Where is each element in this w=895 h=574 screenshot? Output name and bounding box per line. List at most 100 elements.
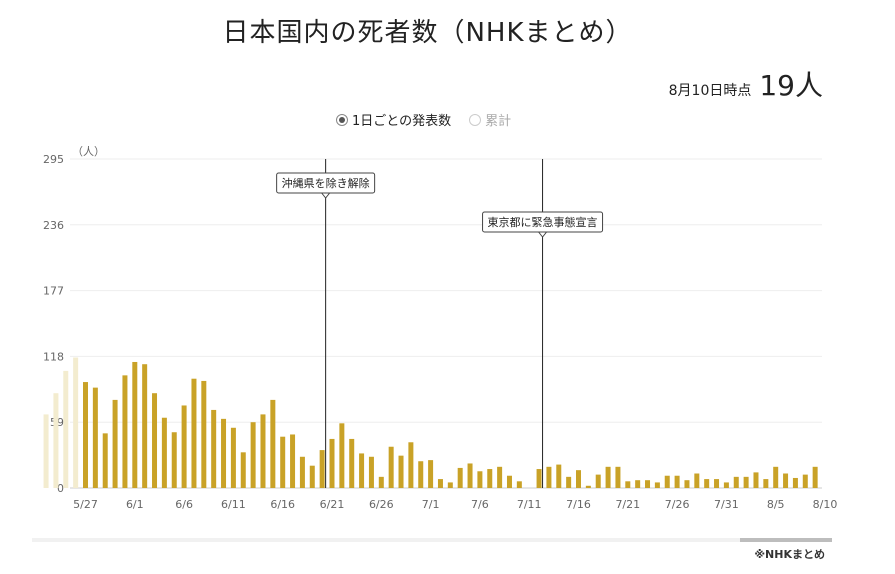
x-tick-label: 6/11 <box>221 498 246 511</box>
x-tick-label: 6/1 <box>126 498 144 511</box>
radio-unselected-icon <box>469 113 482 126</box>
faded-bar <box>53 393 59 488</box>
data-bar <box>615 466 621 488</box>
data-bar <box>773 466 779 488</box>
data-bar <box>625 481 631 488</box>
data-bar <box>645 480 651 488</box>
data-bar <box>398 455 404 488</box>
x-tick-label: 7/31 <box>714 498 739 511</box>
annotation-pointer <box>537 231 548 238</box>
deaths-bar-chart: （人）2952361771185905/276/16/66/116/166/21… <box>43 145 838 511</box>
y-tick-label: 118 <box>43 350 64 363</box>
data-bar <box>595 474 601 488</box>
daily-radio[interactable]: 1日ごとの発表数 <box>336 110 451 129</box>
data-bar <box>319 450 325 488</box>
data-bar <box>516 481 522 488</box>
data-bar <box>260 414 266 488</box>
annotation-label: 沖縄県を除き解除 <box>282 176 370 190</box>
cumulative-radio-label: 累計 <box>485 114 512 129</box>
y-tick-label: 0 <box>57 482 64 495</box>
x-tick-label: 5/27 <box>73 498 98 511</box>
data-bar <box>112 399 118 488</box>
page-title: 日本国内の死者数（NHKまとめ） <box>222 18 633 48</box>
data-bar <box>684 480 690 488</box>
data-bar <box>221 418 227 488</box>
data-bar <box>171 432 177 488</box>
data-bar <box>201 380 207 488</box>
data-bar <box>152 393 158 488</box>
data-bar <box>280 436 286 488</box>
x-tick-label: 7/6 <box>471 498 489 511</box>
data-bar <box>487 469 493 488</box>
data-bar <box>506 475 512 488</box>
x-tick-label: 6/21 <box>320 498 345 511</box>
data-bar <box>92 387 98 488</box>
data-bar <box>664 475 670 488</box>
source-note: ※NHKまとめ <box>754 548 825 561</box>
chart-scroll-thumb[interactable] <box>740 538 832 542</box>
data-bar <box>733 476 739 488</box>
radio-selected-icon <box>336 113 348 126</box>
data-bar <box>674 475 680 488</box>
as-of-summary: 8月10日時点 19人 <box>669 64 823 104</box>
annotation-pointer <box>320 192 331 199</box>
data-bar <box>329 438 335 488</box>
view-toggle: 1日ごとの発表数 累計 <box>336 110 511 129</box>
data-bar <box>230 427 236 488</box>
x-tick-label: 8/5 <box>767 498 785 511</box>
data-bar <box>388 446 394 488</box>
data-bar <box>437 479 443 488</box>
x-tick-label: 7/26 <box>665 498 690 511</box>
daily-radio-label: 1日ごとの発表数 <box>352 114 452 129</box>
faded-bar <box>43 414 49 488</box>
data-bar <box>536 469 542 488</box>
data-bar <box>654 482 660 488</box>
x-tick-label: 6/16 <box>270 498 295 511</box>
data-bar <box>467 463 473 488</box>
data-bar <box>783 473 789 488</box>
data-bar <box>763 479 769 488</box>
data-bar <box>161 417 167 488</box>
data-bar <box>635 480 641 488</box>
data-bar <box>408 442 414 488</box>
y-tick-label: 236 <box>43 219 64 232</box>
data-bar <box>102 433 108 488</box>
data-bar <box>792 477 798 488</box>
data-bar <box>349 438 355 488</box>
data-bar <box>418 461 424 488</box>
data-bar <box>339 423 345 488</box>
data-bar <box>694 473 700 488</box>
data-bar <box>714 479 720 488</box>
data-bar <box>428 460 434 488</box>
data-bar <box>802 474 808 488</box>
data-bar <box>576 470 581 488</box>
as-of-value: 19人 <box>759 69 823 102</box>
data-bar <box>290 434 296 488</box>
data-bar <box>211 409 217 488</box>
data-bar <box>497 466 503 488</box>
y-tick-label: 177 <box>43 285 64 298</box>
data-bar <box>378 476 384 488</box>
data-bar <box>447 482 453 488</box>
x-tick-label: 8/10 <box>813 498 838 511</box>
data-bar <box>359 453 365 488</box>
x-tick-label: 6/26 <box>369 498 394 511</box>
chart-scroll-track[interactable] <box>32 538 832 542</box>
x-tick-label: 7/21 <box>615 498 640 511</box>
data-bar <box>753 472 759 488</box>
y-tick-label: 295 <box>43 153 64 166</box>
y-axis-label: （人） <box>72 145 105 158</box>
x-tick-label: 7/16 <box>566 498 591 511</box>
data-bar <box>132 361 138 488</box>
faded-bar <box>73 357 79 488</box>
data-bar <box>704 479 710 488</box>
data-bar <box>743 476 749 488</box>
x-tick-label: 7/1 <box>422 498 440 511</box>
data-bar <box>556 464 562 488</box>
data-bar <box>309 465 315 488</box>
cumulative-radio[interactable]: 累計 <box>469 110 511 129</box>
data-bar <box>181 405 187 488</box>
data-bar <box>122 375 128 488</box>
data-bar <box>723 482 729 488</box>
data-bar <box>250 422 256 488</box>
